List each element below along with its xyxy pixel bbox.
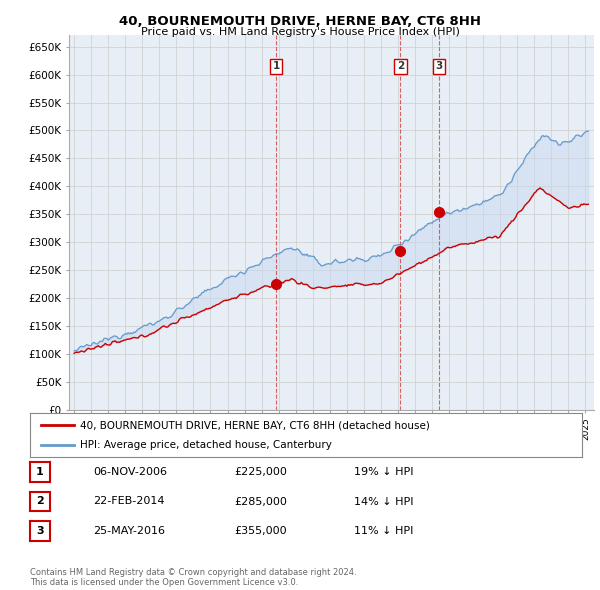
Text: 22-FEB-2014: 22-FEB-2014 — [93, 497, 164, 506]
Text: 3: 3 — [36, 526, 44, 536]
Text: £225,000: £225,000 — [234, 467, 287, 477]
Text: £355,000: £355,000 — [234, 526, 287, 536]
Text: Price paid vs. HM Land Registry's House Price Index (HPI): Price paid vs. HM Land Registry's House … — [140, 27, 460, 37]
Text: 25-MAY-2016: 25-MAY-2016 — [93, 526, 165, 536]
Text: 1: 1 — [272, 61, 280, 71]
Text: 06-NOV-2006: 06-NOV-2006 — [93, 467, 167, 477]
Text: £285,000: £285,000 — [234, 497, 287, 506]
Text: 3: 3 — [435, 61, 442, 71]
Text: 19% ↓ HPI: 19% ↓ HPI — [354, 467, 413, 477]
Text: 2: 2 — [397, 61, 404, 71]
Text: 2: 2 — [36, 497, 44, 506]
Text: 1: 1 — [36, 467, 44, 477]
Text: 11% ↓ HPI: 11% ↓ HPI — [354, 526, 413, 536]
Text: HPI: Average price, detached house, Canterbury: HPI: Average price, detached house, Cant… — [80, 440, 332, 450]
Text: 14% ↓ HPI: 14% ↓ HPI — [354, 497, 413, 506]
Text: 40, BOURNEMOUTH DRIVE, HERNE BAY, CT6 8HH: 40, BOURNEMOUTH DRIVE, HERNE BAY, CT6 8H… — [119, 15, 481, 28]
Text: 40, BOURNEMOUTH DRIVE, HERNE BAY, CT6 8HH (detached house): 40, BOURNEMOUTH DRIVE, HERNE BAY, CT6 8H… — [80, 421, 430, 430]
Text: Contains HM Land Registry data © Crown copyright and database right 2024.
This d: Contains HM Land Registry data © Crown c… — [30, 568, 356, 587]
